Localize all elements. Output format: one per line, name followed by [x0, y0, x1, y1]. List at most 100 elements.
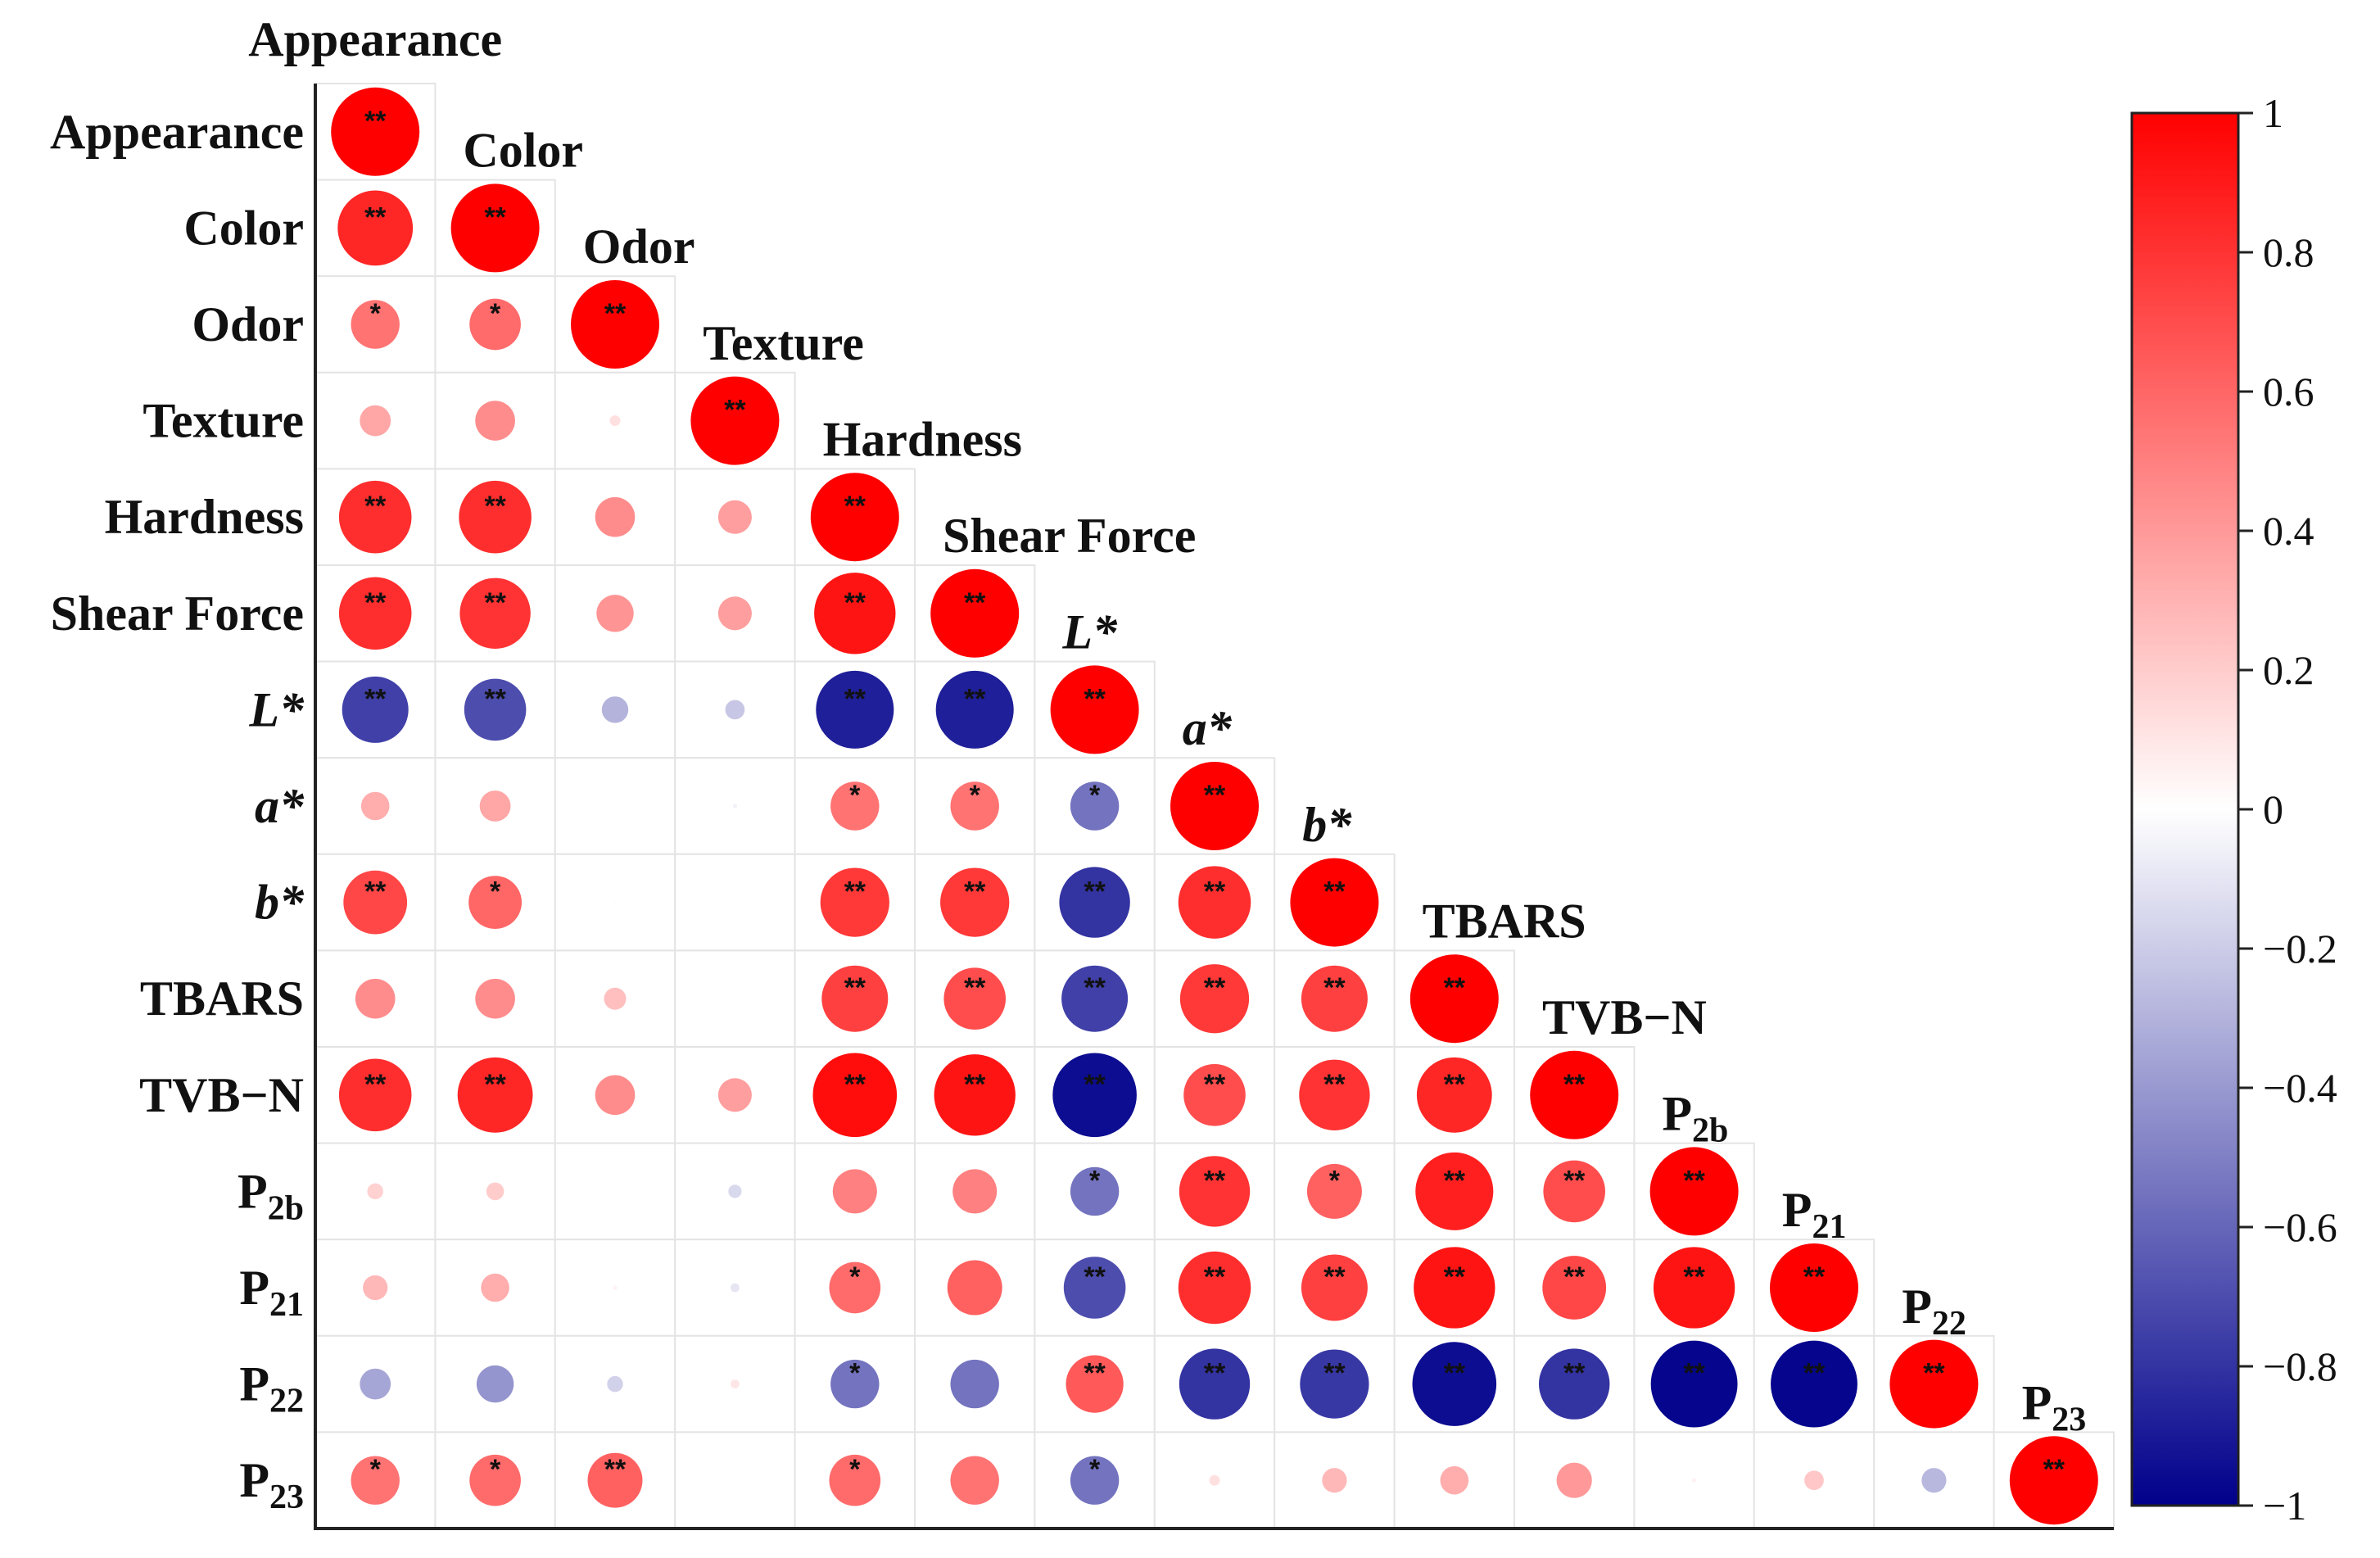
column-label-p22: P22: [1902, 1279, 1966, 1343]
correlation-circle: [1770, 1243, 1858, 1332]
correlation-circle: [1052, 1053, 1137, 1138]
colorbar-tick-label: 1: [2263, 90, 2283, 136]
significance-mark: *: [849, 1358, 861, 1389]
correlation-circle: [360, 405, 391, 437]
correlation-circle: [812, 1053, 898, 1138]
correlation-circle: [732, 804, 738, 808]
correlation-circle: [1070, 1166, 1120, 1216]
significance-mark: **: [364, 683, 387, 714]
correlation-circle: [1301, 1254, 1368, 1321]
correlation-circle: [717, 500, 752, 534]
correlation-circle: [1050, 665, 1139, 754]
row-label-appearance: Appearance: [50, 105, 304, 159]
correlation-circle: [457, 1057, 533, 1133]
colorbar-tick-label: −0.2: [2263, 926, 2337, 971]
correlation-circle: [1691, 1478, 1697, 1483]
significance-mark: **: [1803, 1358, 1826, 1389]
colorbar-tick-label: −0.8: [2263, 1343, 2337, 1389]
correlation-circle: [1300, 1349, 1369, 1419]
significance-mark: *: [1089, 1165, 1101, 1196]
column-label-shear-force: Shear Force: [943, 509, 1196, 563]
significance-mark: **: [364, 1069, 387, 1100]
correlation-circle: [1804, 1470, 1824, 1491]
correlation-circle: [595, 1075, 636, 1116]
row-label-tvb-n: TVB−N: [139, 1068, 304, 1122]
correlation-circle: [363, 1275, 388, 1301]
colorbar-tick-label: −0.4: [2263, 1065, 2337, 1111]
row-label-l: L*: [248, 682, 305, 736]
column-label-tbars: TBARS: [1423, 894, 1586, 948]
significance-mark: **: [1683, 1165, 1705, 1196]
correlation-circle: [1059, 867, 1130, 938]
row-label-hardness: Hardness: [105, 490, 304, 544]
correlation-circle: [1299, 1059, 1370, 1131]
matrix-cell: [554, 757, 676, 855]
significance-mark: **: [484, 1069, 506, 1100]
correlation-circle: [1179, 964, 1250, 1034]
correlation-circle: [950, 1456, 999, 1505]
correlation-circle: [1412, 1342, 1497, 1426]
significance-mark: **: [1444, 972, 1466, 1003]
correlation-circle: [935, 670, 1014, 749]
significance-mark: **: [964, 1069, 986, 1100]
significance-mark: **: [964, 876, 986, 908]
correlation-circle: [338, 480, 412, 554]
correlation-circle: [1063, 1257, 1126, 1319]
significance-mark: *: [370, 298, 382, 329]
correlation-circle: [459, 577, 531, 649]
correlation-circle: [351, 1456, 400, 1505]
significance-mark: **: [1084, 972, 1106, 1003]
correlation-circle: [367, 1183, 383, 1200]
correlation-circle: [481, 1273, 509, 1302]
significance-mark: **: [1444, 1069, 1466, 1100]
correlation-circle: [1301, 965, 1368, 1032]
correlation-circle: [1921, 1468, 1947, 1493]
row-label-p22: P22: [239, 1357, 304, 1420]
row-label-p23: P23: [239, 1453, 304, 1516]
significance-mark: **: [1084, 1358, 1106, 1389]
correlation-circle: [338, 1058, 412, 1132]
significance-mark: **: [964, 972, 986, 1003]
correlation-circle: [360, 791, 390, 821]
correlation-circle: [587, 1452, 643, 1508]
significance-mark: *: [849, 1454, 861, 1485]
significance-mark: *: [1089, 1454, 1101, 1485]
significance-mark: **: [364, 876, 387, 908]
significance-mark: **: [1323, 972, 1346, 1003]
correlation-circle: [832, 1169, 877, 1214]
column-label-p23: P23: [2022, 1375, 2087, 1438]
significance-mark: **: [1204, 876, 1226, 908]
correlation-circle: [717, 596, 752, 631]
correlation-circle: [821, 965, 889, 1032]
significance-mark: **: [1204, 1358, 1226, 1389]
row-label-color: Color: [183, 201, 304, 255]
correlation-circle: [690, 376, 780, 465]
significance-mark: *: [849, 780, 861, 811]
column-label-b: b*: [1302, 798, 1352, 852]
colorbar-tick-label: 0.4: [2263, 508, 2314, 554]
correlation-circle: [734, 901, 736, 904]
correlation-circle: [1070, 1456, 1120, 1505]
matrix-axes: [314, 84, 2114, 1530]
correlation-circle: [934, 1054, 1016, 1136]
significance-mark: **: [844, 1069, 866, 1100]
correlation-circle: [1409, 954, 1499, 1044]
significance-mark: **: [1204, 1261, 1226, 1293]
correlation-circle: [1209, 1474, 1220, 1486]
significance-mark: **: [1323, 876, 1346, 908]
correlation-circle: [1556, 1462, 1592, 1498]
significance-mark: **: [1323, 1261, 1346, 1293]
correlation-circle: [1306, 1163, 1362, 1219]
correlation-circle: [952, 1169, 998, 1214]
correlation-circle: [468, 876, 522, 929]
correlation-circle: [725, 700, 745, 720]
correlation-circle: [459, 480, 532, 554]
significance-mark: **: [1084, 1069, 1106, 1100]
column-label-texture: Texture: [703, 316, 864, 370]
correlation-circle: [604, 987, 627, 1010]
significance-mark: **: [1444, 1358, 1466, 1389]
significance-mark: **: [1683, 1261, 1705, 1293]
significance-mark: **: [1803, 1261, 1826, 1293]
significance-mark: **: [484, 202, 506, 233]
